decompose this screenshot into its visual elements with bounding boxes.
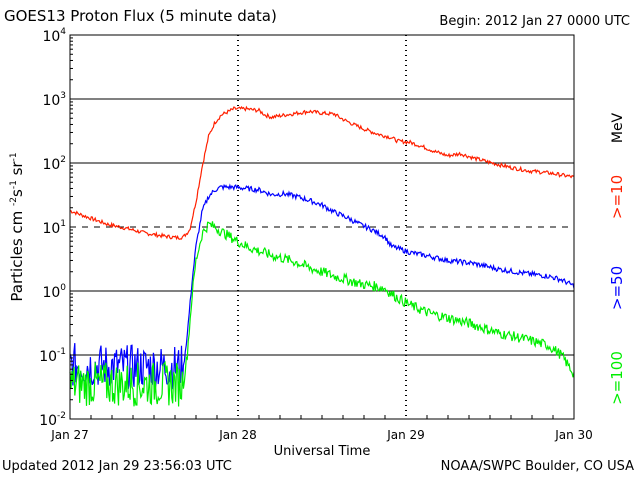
legend-entry-2: >=100 xyxy=(608,351,626,405)
y-tick-labels: 104 103 102 101 100 10-1 10-2 xyxy=(39,27,76,429)
x-axis-label: Universal Time xyxy=(274,444,371,459)
y-tick-label: 101 xyxy=(42,219,66,237)
units-label-text: MeV xyxy=(610,112,626,143)
y-axis-label: Particles cm -2s-1 sr-1 xyxy=(8,152,26,301)
y-tick-label: 10-2 xyxy=(39,411,66,429)
legend: >=10 >=50 >=100 MeV xyxy=(608,112,626,404)
units-label: MeV xyxy=(610,112,626,143)
series-line-0 xyxy=(69,105,575,241)
y-tick-label: 102 xyxy=(42,155,66,173)
begin-time-label: Begin: 2012 Jan 27 0000 UTC xyxy=(439,14,630,29)
updated-timestamp: Updated 2012 Jan 29 23:56:03 UTC xyxy=(2,459,232,474)
credit-label: NOAA/SWPC Boulder, CO USA xyxy=(440,459,634,474)
x-tick-labels: Jan 27 Jan 28 Jan 29 Jan 30 xyxy=(50,415,593,442)
x-tick-label: Jan 28 xyxy=(218,428,257,442)
legend-entry-0: >=10 xyxy=(608,175,626,219)
x-tick-label: Jan 27 xyxy=(50,428,89,442)
y-tick-label: 10-1 xyxy=(39,347,66,365)
y-tick-label: 103 xyxy=(42,91,66,109)
y-tick-label: 104 xyxy=(42,27,66,45)
legend-entry-1: >=50 xyxy=(608,266,626,310)
series-lines xyxy=(69,105,575,407)
x-tick-label: Jan 30 xyxy=(554,428,593,442)
x-tick-label: Jan 29 xyxy=(386,428,425,442)
chart-title: GOES13 Proton Flux (5 minute data) xyxy=(4,7,277,25)
legend-label: >=10 xyxy=(608,175,626,219)
series-line-1 xyxy=(69,183,575,390)
series-line-2 xyxy=(69,221,575,407)
legend-label: >=50 xyxy=(608,266,626,310)
y-axis-label-text: Particles cm -2s-1 sr-1 xyxy=(8,152,26,301)
legend-label: >=100 xyxy=(608,351,626,405)
y-tick-label: 100 xyxy=(42,283,66,301)
